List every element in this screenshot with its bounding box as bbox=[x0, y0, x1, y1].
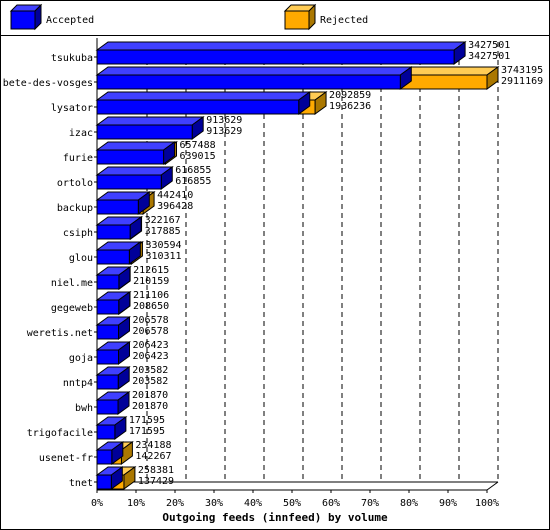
value-label-top: 234188 bbox=[135, 440, 171, 451]
category-label: tsukuba bbox=[51, 53, 93, 64]
value-label-bottom: 201870 bbox=[132, 401, 168, 412]
value-label-bottom: 310311 bbox=[145, 251, 181, 262]
category-label: lysator bbox=[51, 103, 93, 114]
legend-accepted-label: Accepted bbox=[46, 15, 94, 26]
gridlines bbox=[146, 42, 499, 482]
bar-accepted bbox=[95, 316, 132, 340]
x-tick-label: 90% bbox=[439, 498, 457, 509]
value-label-top: 330594 bbox=[145, 240, 181, 251]
value-label-bottom: 3427501 bbox=[468, 51, 510, 62]
x-tick-label: 70% bbox=[361, 498, 379, 509]
bars bbox=[95, 41, 500, 490]
value-label-top: 3427501 bbox=[468, 40, 510, 51]
bar-accepted bbox=[95, 466, 124, 490]
value-label-bottom: 203582 bbox=[132, 376, 168, 387]
value-label-bottom: 616855 bbox=[175, 176, 211, 187]
category-label: furie bbox=[63, 153, 93, 164]
category-label: csiph bbox=[63, 228, 93, 239]
bar-accepted bbox=[95, 191, 151, 215]
value-label-top: 206578 bbox=[133, 315, 169, 326]
bar-accepted bbox=[95, 141, 177, 165]
value-label-bottom: 206423 bbox=[133, 351, 169, 362]
bar-accepted bbox=[95, 166, 174, 190]
value-label-top: 201870 bbox=[132, 390, 168, 401]
value-label-top: 258381 bbox=[138, 465, 174, 476]
legend: Accepted Rejected bbox=[0, 3, 550, 36]
bar-accepted bbox=[95, 391, 131, 415]
value-label-bottom: 206578 bbox=[133, 326, 169, 337]
value-label-top: 442410 bbox=[157, 190, 193, 201]
bar-accepted bbox=[95, 266, 132, 290]
bar-accepted bbox=[95, 416, 128, 440]
value-label-bottom: 396428 bbox=[157, 201, 193, 212]
value-label-top: 3743195 bbox=[501, 65, 543, 76]
category-label: nntp4 bbox=[63, 378, 93, 389]
value-label-top: 616855 bbox=[175, 165, 211, 176]
value-label-top: 322167 bbox=[145, 215, 181, 226]
x-tick-label: 80% bbox=[400, 498, 418, 509]
value-label-bottom: 1936236 bbox=[329, 101, 371, 112]
x-axis-end-depth bbox=[486, 481, 499, 491]
value-label-bottom: 208650 bbox=[133, 301, 169, 312]
bar-accepted bbox=[95, 66, 413, 90]
bar-accepted bbox=[95, 91, 312, 115]
value-label-bottom: 137429 bbox=[138, 476, 174, 487]
category-label: izac bbox=[69, 128, 93, 139]
value-label-bottom: 171595 bbox=[129, 426, 165, 437]
category-label: bete-des-vosges bbox=[3, 78, 93, 89]
category-label: usenet-fr bbox=[39, 453, 93, 464]
value-label-bottom: 2911169 bbox=[501, 76, 543, 87]
value-label-bottom: 142267 bbox=[135, 451, 171, 462]
x-tick-label: 10% bbox=[127, 498, 145, 509]
value-label-top: 171595 bbox=[129, 415, 165, 426]
x-tick-label: 20% bbox=[166, 498, 184, 509]
value-label-top: 212615 bbox=[133, 265, 169, 276]
bar-accepted bbox=[95, 241, 142, 265]
legend-accepted-swatch bbox=[9, 3, 43, 31]
bar-accepted bbox=[95, 116, 205, 140]
x-axis-ticks: 0% 10% 20% 30% 40% 50% 60% 70% 80% 90% 100% bbox=[91, 490, 499, 509]
category-label: gegeweb bbox=[51, 303, 93, 314]
value-label-bottom: 913629 bbox=[206, 126, 242, 137]
x-tick-label: 30% bbox=[205, 498, 223, 509]
x-tick-label: 100% bbox=[475, 498, 499, 509]
category-label: glou bbox=[69, 253, 93, 264]
legend-rejected-label: Rejected bbox=[320, 15, 368, 26]
value-label-top: 657488 bbox=[180, 140, 216, 151]
bar-accepted bbox=[95, 216, 143, 240]
bar-accepted bbox=[95, 291, 132, 315]
category-label: weretis.net bbox=[27, 328, 93, 339]
x-tick-label: 60% bbox=[322, 498, 340, 509]
category-label: goja bbox=[69, 353, 93, 364]
value-label-top: 2092859 bbox=[329, 90, 371, 101]
category-label: niel.me bbox=[51, 278, 93, 289]
bar-accepted bbox=[95, 41, 467, 65]
bar-rejected bbox=[398, 66, 500, 90]
value-label-top: 211106 bbox=[133, 290, 169, 301]
x-tick-label: 40% bbox=[244, 498, 262, 509]
category-label: bwh bbox=[75, 403, 93, 414]
x-tick-label: 50% bbox=[283, 498, 301, 509]
value-label-bottom: 317885 bbox=[145, 226, 181, 237]
value-label-top: 913629 bbox=[206, 115, 242, 126]
bar-accepted bbox=[95, 341, 132, 365]
category-label: ortolo bbox=[57, 178, 93, 189]
category-label: tnet bbox=[69, 478, 93, 489]
value-label-top: 206423 bbox=[133, 340, 169, 351]
category-labels: tsukuba bete-des-vosges lysator izac furie or… bbox=[3, 53, 97, 489]
x-tick-label: 0% bbox=[91, 498, 103, 509]
value-label-bottom: 210159 bbox=[133, 276, 169, 287]
bar-accepted bbox=[95, 441, 125, 465]
value-label-top: 203582 bbox=[132, 365, 168, 376]
legend-rejected-swatch bbox=[283, 3, 317, 31]
x-axis-title: Outgoing feeds (innfeed) by volume bbox=[162, 511, 388, 524]
category-label: backup bbox=[57, 203, 93, 214]
category-label: trigofacile bbox=[27, 428, 93, 439]
value-label-bottom: 639015 bbox=[180, 151, 216, 162]
